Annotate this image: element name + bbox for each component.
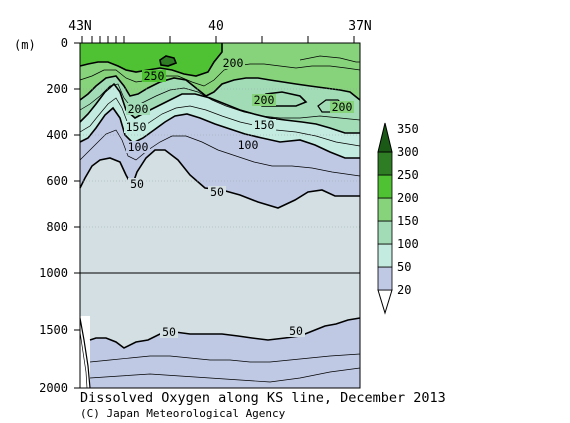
colorbar-label-300: 300	[397, 145, 419, 159]
contour-thin-lower-1	[89, 353, 361, 363]
plot-border	[79, 42, 361, 389]
contour-50-upper	[79, 149, 360, 209]
label-halo	[287, 325, 305, 337]
contour-lines	[79, 43, 361, 389]
y-label-1500: 1500	[39, 323, 68, 337]
label-halo	[142, 70, 166, 82]
y-label-800: 800	[46, 220, 68, 234]
contour-label: 50	[210, 185, 224, 199]
x-label-43n: 43N	[68, 19, 91, 34]
colorbar-label-200: 200	[397, 191, 419, 205]
contour-thin-3	[79, 129, 361, 177]
y-label-600: 600	[46, 174, 68, 188]
y-label-200: 200	[46, 82, 68, 96]
contour-label: 250	[144, 69, 165, 83]
colorbar-label-250: 250	[397, 168, 419, 182]
contour-label: 200	[223, 56, 244, 70]
contour-label: 200	[254, 93, 275, 107]
y-label-1000: 1000	[39, 266, 68, 280]
chart-credit: (C) Japan Meteorological Agency	[80, 407, 286, 420]
label-halo	[128, 178, 146, 190]
contour-50-lower	[89, 317, 361, 349]
colorbar-label-50: 50	[397, 260, 411, 274]
contour-100	[79, 106, 360, 159]
contour-label: 200	[332, 100, 353, 114]
contour-left-fragment-1	[79, 317, 91, 389]
station-ticks	[81, 36, 355, 43]
label-halo	[236, 139, 260, 151]
y-label-2000: 2000	[39, 381, 68, 395]
y-axis	[74, 42, 80, 389]
colorbar-label-100: 100	[397, 237, 419, 251]
contour-label: 100	[128, 140, 149, 154]
contour-label: 50	[289, 324, 303, 338]
label-halo	[124, 121, 148, 133]
colorbar	[377, 122, 393, 315]
colorbar-label-20: 20	[397, 283, 411, 297]
colorbar-label-350: 350	[397, 122, 419, 136]
label-halo	[221, 57, 245, 69]
colorbar-top-arrow	[377, 122, 393, 153]
contour-label: 200	[128, 102, 149, 116]
colorbar-swatch	[377, 197, 393, 222]
contour-thin-5	[299, 55, 360, 63]
colorbar-swatch	[377, 151, 393, 176]
contour-300	[159, 55, 178, 67]
plot-fills	[80, 43, 360, 388]
colorbar-swatch	[377, 174, 393, 199]
fill-250-300	[80, 43, 222, 76]
fill-300-350	[160, 56, 176, 66]
contour-label: 100	[238, 138, 259, 152]
label-halo	[252, 94, 276, 106]
contour-label: 150	[126, 120, 147, 134]
contour-thin-lower-2	[89, 367, 361, 383]
label-halo	[160, 326, 178, 338]
colorbar-bottom-arrow	[377, 289, 393, 315]
contour-250	[79, 43, 223, 77]
x-label-40: 40	[208, 19, 224, 34]
contour-200	[79, 75, 361, 101]
colorbar-swatch	[377, 243, 393, 268]
label-halo	[126, 103, 150, 115]
label-halo	[126, 141, 150, 153]
contour-left-fragment-2	[79, 331, 88, 389]
colorbar-swatch	[377, 266, 393, 291]
contour-thin-1	[79, 83, 361, 121]
y-label-0: 0	[61, 36, 68, 50]
label-halo	[330, 101, 354, 113]
contour-label: 50	[130, 177, 144, 191]
contour-value-labels: 250 200 200 200 200 150 150 100 100 50 5…	[124, 56, 354, 339]
colorbar-labels: 20 50 100 150 200 250 300 350	[397, 122, 419, 297]
colorbar-swatch	[377, 220, 393, 245]
chart-title: Dissolved Oxygen along KS line, December…	[80, 390, 446, 406]
label-halo	[208, 186, 226, 198]
x-axis-labels: 43N 40 37N	[68, 19, 371, 34]
y-unit-label: (m)	[14, 38, 36, 52]
y-axis-labels: 0 200 400 600 800 1000 1500 2000	[39, 36, 68, 395]
label-halo	[252, 119, 276, 131]
x-label-37n: 37N	[348, 19, 371, 34]
y-label-400: 400	[46, 128, 68, 142]
contour-label: 50	[162, 325, 176, 339]
contour-thin-2	[79, 97, 361, 147]
contour-thin-4	[79, 63, 361, 87]
plot-frame	[79, 42, 361, 389]
colorbar-label-150: 150	[397, 214, 419, 228]
contour-label: 150	[254, 118, 275, 132]
